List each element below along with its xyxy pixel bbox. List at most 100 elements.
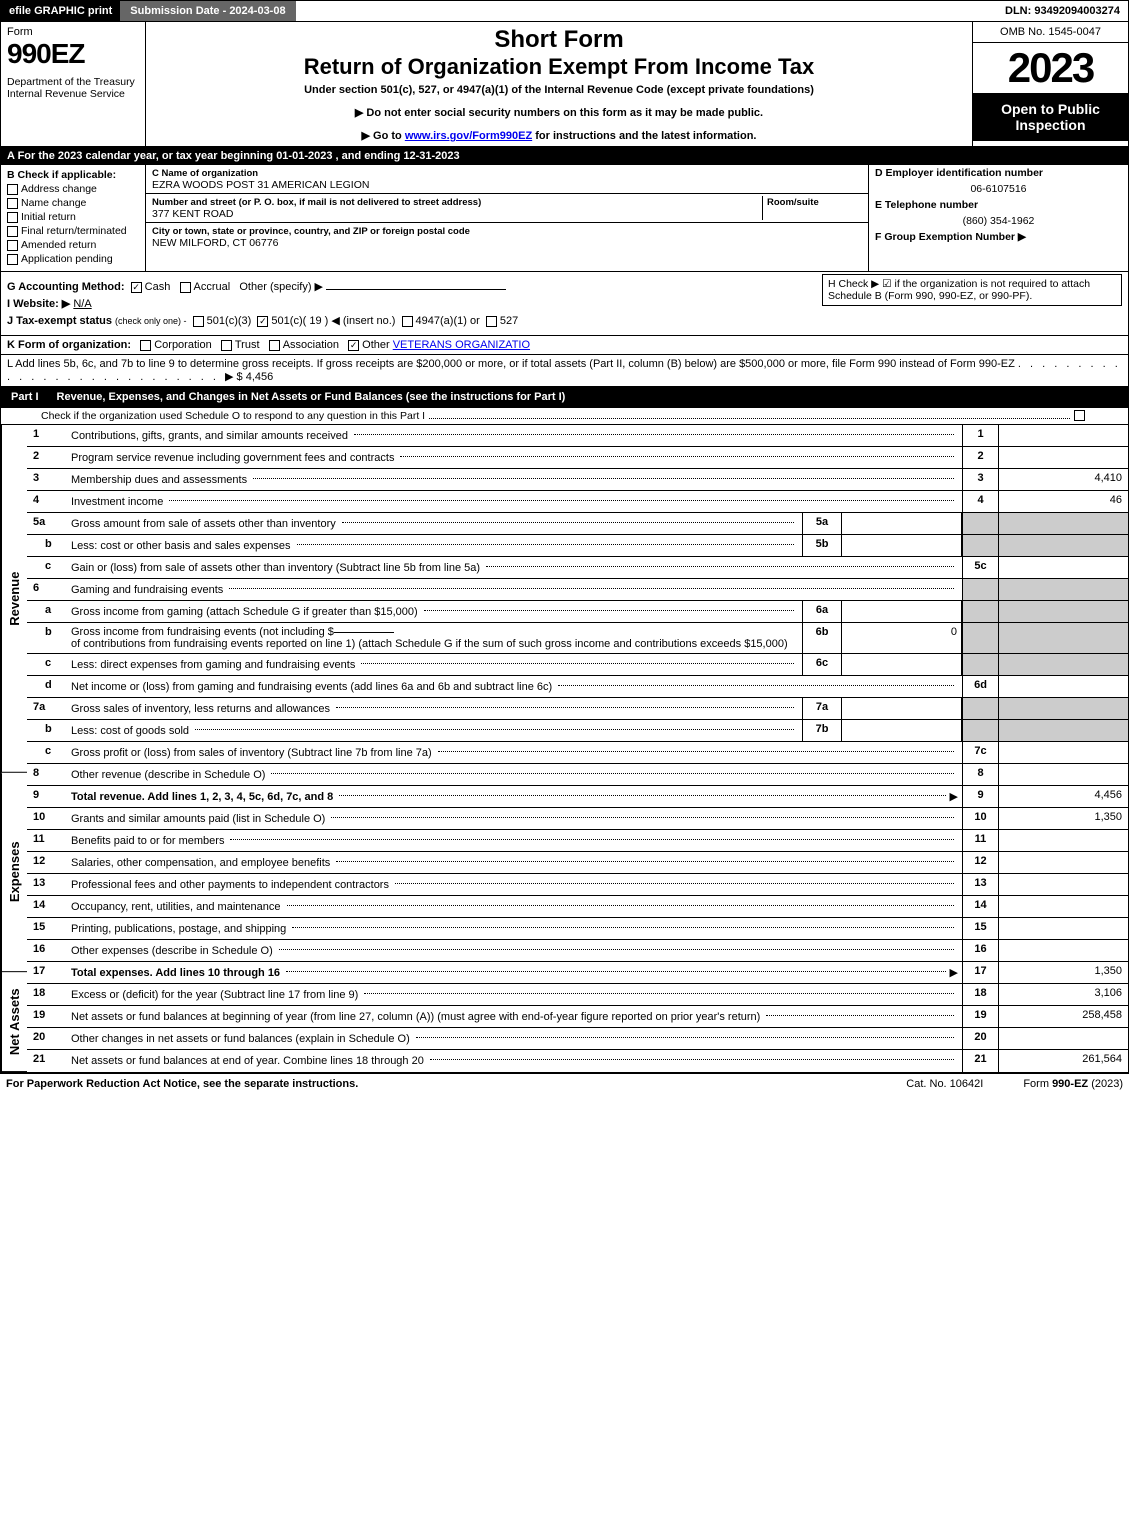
line-num: 19: [27, 1006, 67, 1027]
right-num: 9: [962, 786, 998, 807]
right-num: 15: [962, 918, 998, 939]
line-desc: Net assets or fund balances at beginning…: [67, 1006, 962, 1027]
right-num: 11: [962, 830, 998, 851]
line-7b: bLess: cost of goods sold7b: [27, 720, 1128, 742]
inset-num: 6a: [802, 601, 842, 622]
inset-val: 0: [842, 623, 962, 653]
org-city: NEW MILFORD, CT 06776: [152, 237, 278, 249]
d-label: D Employer identification number: [875, 167, 1043, 179]
cb-initial-return: Initial return: [7, 211, 139, 223]
right-num: 14: [962, 896, 998, 917]
line-desc: Total expenses. Add lines 10 through 16▶: [67, 962, 962, 983]
right-val: [998, 1028, 1128, 1049]
right-num: 20: [962, 1028, 998, 1049]
line-15: 15Printing, publications, postage, and s…: [27, 918, 1128, 940]
line-7c: cGross profit or (loss) from sales of in…: [27, 742, 1128, 764]
section-bcdef: B Check if applicable: Address change Na…: [0, 165, 1129, 272]
line-desc: Salaries, other compensation, and employ…: [67, 852, 962, 873]
cb-address-change: Address change: [7, 183, 139, 195]
k-other-link[interactable]: VETERANS ORGANIZATIO: [393, 339, 530, 351]
right-val: [998, 896, 1128, 917]
footer-form: Form 990-EZ (2023): [1023, 1078, 1123, 1090]
right-val: 4,410: [998, 469, 1128, 490]
line-num: b: [27, 535, 67, 556]
line-18: 18Excess or (deficit) for the year (Subt…: [27, 984, 1128, 1006]
line-7a: 7aGross sales of inventory, less returns…: [27, 698, 1128, 720]
right-num: 8: [962, 764, 998, 785]
line-num: 12: [27, 852, 67, 873]
right-num: 6d: [962, 676, 998, 697]
line-num: 20: [27, 1028, 67, 1049]
line-num: 7a: [27, 698, 67, 719]
side-revenue: Revenue: [1, 425, 27, 773]
line-desc: Net assets or fund balances at end of ye…: [67, 1050, 962, 1072]
right-val: [998, 830, 1128, 851]
right-num: 19: [962, 1006, 998, 1027]
line-num: 4: [27, 491, 67, 512]
section-c: C Name of organization EZRA WOODS POST 3…: [146, 165, 868, 271]
line-5a: 5aGross amount from sale of assets other…: [27, 513, 1128, 535]
page-footer: For Paperwork Reduction Act Notice, see …: [0, 1073, 1129, 1094]
goto-note: ▶ Go to www.irs.gov/Form990EZ for instru…: [154, 129, 964, 142]
right-val: 1,350: [998, 962, 1128, 983]
l-row: L Add lines 5b, 6c, and 7b to line 9 to …: [0, 355, 1129, 387]
f-label: F Group Exemption Number ▶: [875, 231, 1026, 243]
cb-name-change: Name change: [7, 197, 139, 209]
right-val: [998, 698, 1128, 719]
right-val: [998, 852, 1128, 873]
line-desc: Other changes in net assets or fund bala…: [67, 1028, 962, 1049]
line-num: 6: [27, 579, 67, 600]
right-val: [998, 940, 1128, 961]
right-num: 1: [962, 425, 998, 446]
form-header: Form 990EZ Department of the Treasury In…: [0, 22, 1129, 147]
form-number: 990EZ: [7, 38, 139, 70]
line-desc: Less: cost of goods sold: [67, 720, 802, 741]
line-5c: cGain or (loss) from sale of assets othe…: [27, 557, 1128, 579]
c-name-label: C Name of organization: [152, 168, 258, 179]
line-desc: Contributions, gifts, grants, and simila…: [67, 425, 962, 446]
line-desc: Occupancy, rent, utilities, and maintena…: [67, 896, 962, 917]
section-def: D Employer identification number 06-6107…: [868, 165, 1128, 271]
cb-final-return: Final return/terminated: [7, 225, 139, 237]
right-val: [998, 720, 1128, 741]
part-i-header: Part I Revenue, Expenses, and Changes in…: [0, 387, 1129, 408]
line-num: 14: [27, 896, 67, 917]
line-num: b: [27, 623, 67, 653]
right-num: [962, 513, 998, 534]
right-num: 3: [962, 469, 998, 490]
line-num: 17: [27, 962, 67, 983]
right-val: 258,458: [998, 1006, 1128, 1027]
right-val: 3,106: [998, 984, 1128, 1005]
inset-val: [842, 720, 962, 741]
l-amount: ▶ $ 4,456: [225, 371, 273, 383]
line-num: 11: [27, 830, 67, 851]
line-num: 5a: [27, 513, 67, 534]
line-desc: Other expenses (describe in Schedule O): [67, 940, 962, 961]
part-i-title: Revenue, Expenses, and Changes in Net As…: [49, 387, 1128, 407]
line-desc: Less: cost or other basis and sales expe…: [67, 535, 802, 556]
line-13: 13Professional fees and other payments t…: [27, 874, 1128, 896]
c-street-label: Number and street (or P. O. box, if mail…: [152, 197, 481, 208]
line-2: 2Program service revenue including gover…: [27, 447, 1128, 469]
irs-link[interactable]: www.irs.gov/Form990EZ: [405, 130, 532, 142]
form-label: Form: [7, 26, 139, 38]
j-line: J Tax-exempt status (check only one) - 5…: [7, 314, 1122, 327]
part-i-check: Check if the organization used Schedule …: [0, 408, 1129, 425]
right-val: [998, 601, 1128, 622]
right-num: 13: [962, 874, 998, 895]
right-num: 10: [962, 808, 998, 829]
line-num: d: [27, 676, 67, 697]
right-num: 7c: [962, 742, 998, 763]
inset-val: [842, 535, 962, 556]
right-num: 2: [962, 447, 998, 468]
inset-val: [842, 698, 962, 719]
line-16: 16Other expenses (describe in Schedule O…: [27, 940, 1128, 962]
right-num: 21: [962, 1050, 998, 1072]
inset-num: 7b: [802, 720, 842, 741]
b-label: B Check if applicable:: [7, 169, 139, 181]
line-num: 16: [27, 940, 67, 961]
h-box: H Check ▶ ☑ if the organization is not r…: [822, 274, 1122, 306]
line-desc: Other revenue (describe in Schedule O): [67, 764, 962, 785]
right-num: [962, 601, 998, 622]
title-return: Return of Organization Exempt From Incom…: [154, 54, 964, 80]
